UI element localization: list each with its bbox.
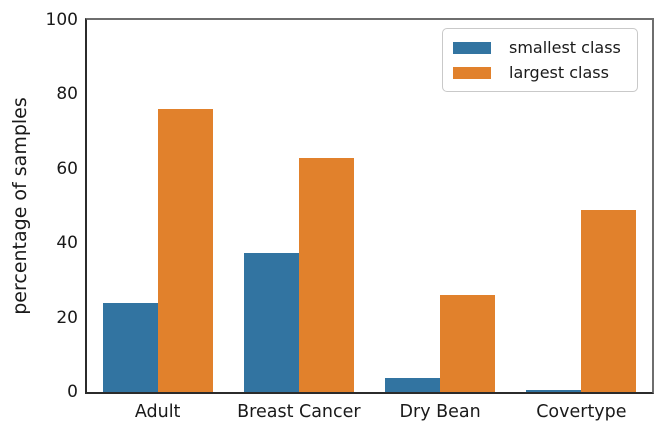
legend-item-largest-class: largest class bbox=[453, 63, 637, 82]
x-tick-label-breast-cancer: Breast Cancer bbox=[237, 402, 361, 422]
bars-layer bbox=[87, 20, 652, 392]
bar-largest-class-dry-bean bbox=[440, 295, 496, 392]
legend: smallest class largest class bbox=[442, 28, 638, 92]
bar-smallest-class-breast-cancer bbox=[243, 253, 299, 392]
y-tick-label-100: 100 bbox=[45, 10, 78, 30]
bar-smallest-class-adult bbox=[102, 302, 158, 392]
x-tick-label-adult: Adult bbox=[134, 402, 181, 422]
y-tick-label-0: 0 bbox=[67, 382, 78, 402]
bar-largest-class-breast-cancer bbox=[298, 157, 354, 392]
bar-largest-class-covertype bbox=[581, 209, 637, 392]
bar-largest-class-adult bbox=[157, 109, 213, 392]
legend-label: largest class bbox=[509, 63, 609, 82]
legend-label: smallest class bbox=[509, 38, 621, 57]
y-tick-label-20: 20 bbox=[56, 307, 78, 328]
y-tick-label-80: 80 bbox=[56, 84, 78, 105]
legend-swatch-largest-class bbox=[453, 66, 491, 79]
x-tick-label-dry-bean: Dry Bean bbox=[399, 402, 481, 422]
bar-smallest-class-covertype bbox=[526, 390, 582, 392]
y-tick-label-60: 60 bbox=[56, 158, 78, 179]
x-tick-label-covertype: Covertype bbox=[536, 402, 627, 422]
y-axis-label: percentage of samples bbox=[9, 97, 31, 315]
legend-swatch-smallest-class bbox=[453, 41, 491, 54]
legend-item-smallest-class: smallest class bbox=[453, 38, 637, 57]
y-tick-label-40: 40 bbox=[56, 233, 78, 254]
bar-smallest-class-dry-bean bbox=[385, 377, 441, 392]
